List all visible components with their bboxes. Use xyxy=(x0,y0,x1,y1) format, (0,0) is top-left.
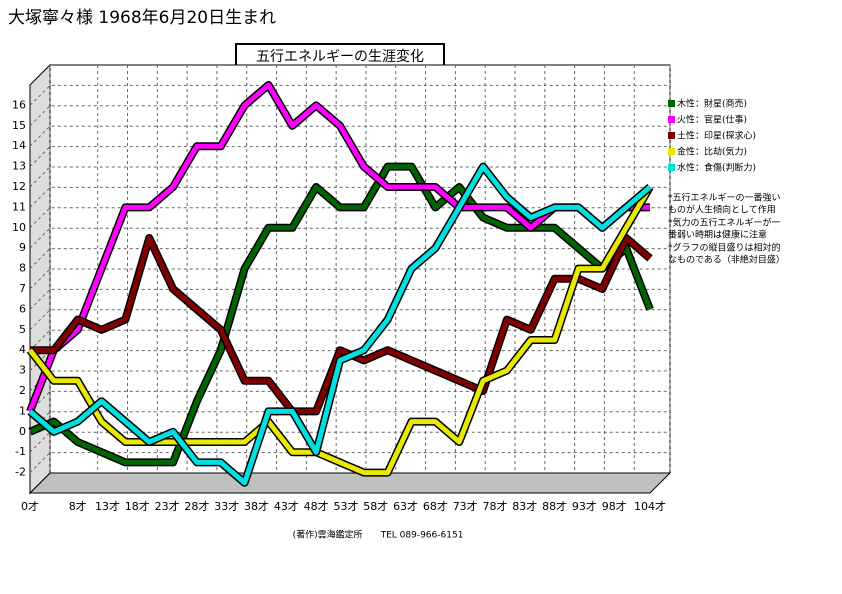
legend-label: 火性：官星(仕事) xyxy=(677,114,747,126)
y-tick-label: 13 xyxy=(12,160,26,173)
x-tick-label: 98才 xyxy=(602,499,627,513)
x-tick-label: 28才 xyxy=(184,499,209,513)
legend-swatch xyxy=(668,116,675,123)
legend-swatch xyxy=(668,164,675,171)
y-tick-label: 1 xyxy=(19,404,26,417)
x-tick-label: 33才 xyxy=(214,499,239,513)
legend-swatch xyxy=(668,132,675,139)
y-tick-label: 8 xyxy=(19,262,26,275)
footer: (著作)雲海鑑定所 TEL 089-966-6151 xyxy=(293,529,464,541)
y-tick-label: 4 xyxy=(19,343,26,356)
annotation: *五行エネルギーの一番強い xyxy=(668,192,781,204)
x-tick-label: 53才 xyxy=(333,499,358,513)
x-tick-label: 18才 xyxy=(125,499,150,513)
legend-swatch xyxy=(668,100,675,107)
annotation: *グラフの縦目盛りは相対的 xyxy=(668,242,781,254)
y-tick-label: -1 xyxy=(15,445,26,458)
x-tick-label: 88才 xyxy=(542,499,567,513)
chart-title: 五行エネルギーの生涯変化 xyxy=(256,48,424,65)
series-line xyxy=(28,185,653,476)
x-tick-label: 8才 xyxy=(69,499,87,513)
y-tick-label: 0 xyxy=(19,425,26,438)
x-tick-label: 13才 xyxy=(95,499,120,513)
x-tick-label: 38才 xyxy=(244,499,269,513)
y-tick-label: -2 xyxy=(15,466,26,479)
y-tick-label: 12 xyxy=(12,180,26,193)
y-tick-label: 10 xyxy=(12,221,26,234)
legend-label: 水性：食傷(判断力) xyxy=(677,162,756,174)
y-tick-label: 11 xyxy=(12,200,26,213)
x-tick-label: 0才 xyxy=(21,499,39,513)
x-tick-label: 83才 xyxy=(512,499,537,513)
floor xyxy=(28,472,672,494)
x-tick-label: 63才 xyxy=(393,499,418,513)
y-tick-label: 2 xyxy=(19,384,26,397)
y-tick-label: 14 xyxy=(12,139,26,152)
annotation: なものである（非絶対目盛） xyxy=(668,254,785,266)
series-line xyxy=(30,235,652,414)
x-tick-label: 104才 xyxy=(634,499,666,513)
annotation: 番弱い時期は健康に注意 xyxy=(668,229,767,241)
annotation: *気力の五行エネルギーが一 xyxy=(668,217,781,229)
legend-label: 土性：印星(探求心) xyxy=(677,130,756,142)
y-tick-label: 5 xyxy=(19,323,26,336)
series-line xyxy=(29,164,653,465)
y-tick-label: 7 xyxy=(19,282,26,295)
x-tick-label: 23才 xyxy=(155,499,180,513)
y-tick-label: 15 xyxy=(12,119,26,132)
y-tick-label: 9 xyxy=(19,241,26,254)
legend-label: 金性：比劫(気力) xyxy=(677,146,747,158)
x-tick-label: 48才 xyxy=(304,499,329,513)
page-header: 大塚寧々様 1968年6月20日生まれ xyxy=(8,8,276,28)
x-tick-label: 58才 xyxy=(363,499,388,513)
legend-label: 木性：財星(商売) xyxy=(677,98,747,110)
legend-swatch xyxy=(668,148,675,155)
x-tick-label: 73才 xyxy=(453,499,478,513)
x-tick-label: 78才 xyxy=(483,499,508,513)
x-tick-label: 68才 xyxy=(423,499,448,513)
series-line xyxy=(28,164,652,486)
x-tick-label: 93才 xyxy=(572,499,597,513)
x-tick-label: 43才 xyxy=(274,499,299,513)
annotation: ものが人生傾向として作用 xyxy=(668,204,776,216)
y-tick-label: 16 xyxy=(12,98,26,111)
y-tick-label: 3 xyxy=(19,364,26,377)
y-tick-label: 6 xyxy=(19,302,26,315)
